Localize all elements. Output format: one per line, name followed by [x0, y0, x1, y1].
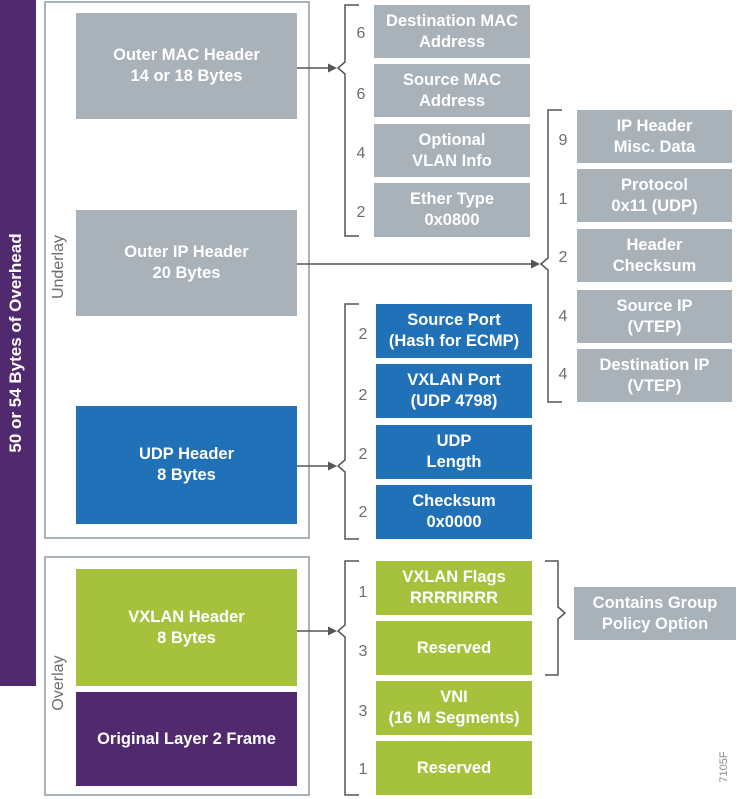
ip-field-size: 2 — [558, 249, 568, 266]
mac-field-size: 6 — [356, 25, 366, 42]
vxlan-field-size: 1 — [358, 584, 368, 601]
original-layer2-frame: Original Layer 2 Frame — [76, 692, 297, 786]
ip-field-source-ip: Source IP (VTEP) — [577, 290, 732, 343]
ip-field-size: 4 — [558, 366, 568, 383]
mac-field-size: 4 — [356, 145, 366, 162]
mac-field-size: 6 — [356, 86, 366, 103]
mac-field-vlan-info: Optional VLAN Info — [374, 124, 530, 177]
udp-field-vxlan-port: VXLAN Port (UDP 4798) — [376, 364, 532, 418]
vxlan-arrowhead — [328, 626, 337, 636]
figure-id: 7105F — [718, 751, 730, 783]
outer-mac-header: Outer MAC Header 14 or 18 Bytes — [76, 13, 297, 119]
ip-field-size: 9 — [558, 132, 568, 149]
mac-brace — [336, 4, 359, 237]
udp-field-size: 2 — [358, 326, 368, 343]
udp-field-size: 2 — [358, 504, 368, 521]
ip-field-destination-ip: Destination IP (VTEP) — [577, 349, 732, 402]
udp-field-source-port: Source Port (Hash for ECMP) — [376, 304, 532, 358]
mac-field-destination-mac: Destination MAC Address — [374, 5, 530, 58]
group-policy-brace — [545, 560, 567, 676]
ip-field-size: 4 — [558, 308, 568, 325]
outer-ip-header: Outer IP Header 20 Bytes — [76, 210, 297, 316]
vxlan-field-size: 3 — [358, 643, 368, 660]
ip-arrowhead — [531, 259, 540, 269]
udp-field-length: UDP Length — [376, 425, 532, 479]
mac-field-ether-type: Ether Type 0x0800 — [374, 183, 530, 237]
ip-field-protocol: Protocol 0x11 (UDP) — [577, 169, 732, 222]
vxlan-field-size: 3 — [358, 703, 368, 720]
udp-header: UDP Header 8 Bytes — [76, 406, 297, 524]
udp-brace — [336, 303, 359, 540]
group-policy-note: Contains Group Policy Option — [574, 587, 736, 640]
ip-field-misc-data: IP Header Misc. Data — [577, 110, 732, 163]
vxlan-field-reserved-1: Reserved — [376, 621, 532, 675]
ip-brace — [539, 109, 562, 403]
vxlan-header: VXLAN Header 8 Bytes — [76, 569, 297, 686]
udp-field-size: 2 — [358, 387, 368, 404]
vxlan-field-flags: VXLAN Flags RRRRIRRR — [376, 561, 532, 615]
mac-field-source-mac: Source MAC Address — [374, 64, 530, 117]
vxlan-field-vni: VNI (16 M Segments) — [376, 681, 532, 735]
vxlan-field-reserved-2: Reserved — [376, 741, 532, 795]
mac-arrowhead — [328, 63, 337, 73]
overhead-bar — [0, 0, 36, 686]
underlay-frame — [44, 1, 310, 539]
ip-field-size: 1 — [558, 191, 568, 208]
udp-field-checksum: Checksum 0x0000 — [376, 485, 532, 539]
overlay-frame — [44, 556, 310, 796]
udp-arrowhead — [328, 461, 337, 471]
vxlan-brace — [336, 560, 359, 796]
mac-field-size: 2 — [356, 204, 366, 221]
vxlan-field-size: 1 — [358, 761, 368, 778]
ip-field-header-checksum: Header Checksum — [577, 229, 732, 282]
udp-field-size: 2 — [358, 446, 368, 463]
